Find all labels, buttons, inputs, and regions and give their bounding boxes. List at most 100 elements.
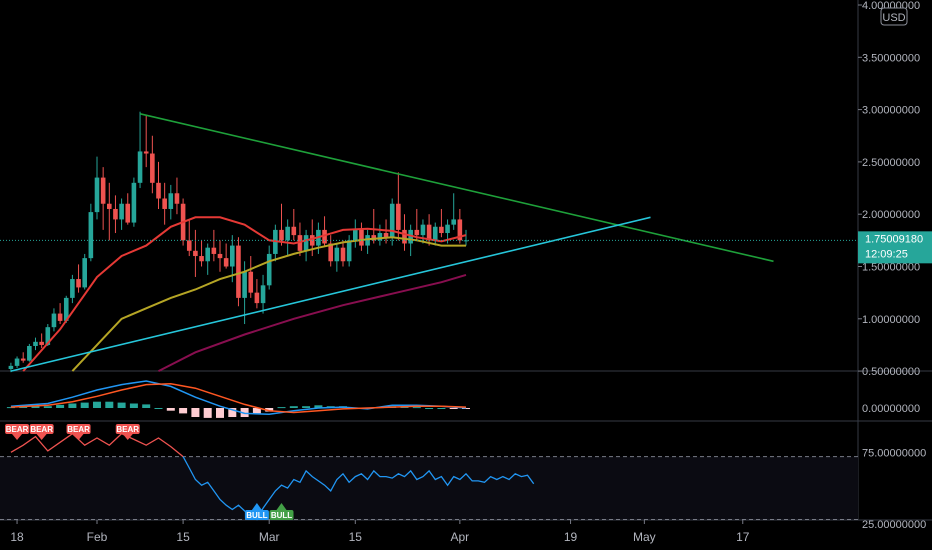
macd-histogram-bar xyxy=(252,408,261,414)
candle[interactable] xyxy=(186,219,192,257)
signal-bull[interactable]: BULL xyxy=(244,503,269,520)
candle-body xyxy=(137,151,143,183)
candle-body xyxy=(217,253,223,259)
signal-bear[interactable]: BEAR xyxy=(29,424,54,440)
candle[interactable] xyxy=(414,208,420,241)
candle[interactable] xyxy=(100,167,106,230)
candle[interactable] xyxy=(297,222,303,257)
candle[interactable] xyxy=(377,224,383,246)
candle[interactable] xyxy=(57,303,63,325)
candle[interactable] xyxy=(457,208,463,244)
candle[interactable] xyxy=(39,333,44,349)
candle[interactable] xyxy=(137,111,143,189)
macd-histogram-bar xyxy=(154,408,163,409)
candle[interactable] xyxy=(420,219,426,244)
candle[interactable] xyxy=(260,274,266,314)
candle[interactable] xyxy=(51,308,57,332)
candle-body xyxy=(174,193,180,204)
candle[interactable] xyxy=(76,264,81,293)
candle-body xyxy=(82,258,87,288)
candle[interactable] xyxy=(291,208,297,241)
candle[interactable] xyxy=(119,198,124,230)
macd-histogram-bar xyxy=(240,408,249,417)
price-pane[interactable] xyxy=(8,111,774,373)
candle-body xyxy=(291,226,297,236)
candle[interactable] xyxy=(125,193,131,225)
candle[interactable] xyxy=(402,214,407,251)
candle[interactable] xyxy=(266,245,272,290)
macd-pane[interactable] xyxy=(6,380,470,418)
candle-body xyxy=(162,198,167,209)
candle[interactable] xyxy=(389,198,395,246)
candle[interactable] xyxy=(353,219,358,248)
candle[interactable] xyxy=(143,114,149,168)
trendline-support[interactable] xyxy=(10,216,651,372)
candle[interactable] xyxy=(162,182,167,225)
time-tick-label: Mar xyxy=(259,530,280,544)
candle[interactable] xyxy=(70,274,75,304)
candle[interactable] xyxy=(439,208,444,238)
candle[interactable] xyxy=(33,337,38,351)
trendline-resistance[interactable] xyxy=(139,113,774,263)
candle[interactable] xyxy=(451,193,456,230)
candle[interactable] xyxy=(82,253,87,290)
signal-bear[interactable]: BEAR xyxy=(115,424,140,440)
candle[interactable] xyxy=(174,177,180,215)
candle[interactable] xyxy=(322,216,327,246)
candle[interactable] xyxy=(334,243,340,272)
signal-bear[interactable]: BEAR xyxy=(5,424,30,440)
candle[interactable] xyxy=(248,256,254,298)
candle[interactable] xyxy=(340,240,346,267)
candle[interactable] xyxy=(365,229,370,254)
signal-arrow xyxy=(36,434,47,440)
candle[interactable] xyxy=(383,219,389,244)
candle[interactable] xyxy=(236,237,241,307)
candle[interactable] xyxy=(346,235,352,267)
candle[interactable] xyxy=(285,219,290,257)
price-axis[interactable]: 4.000000003.500000003.000000002.50000000… xyxy=(858,0,926,531)
signal-label: BEAR xyxy=(6,425,29,434)
ma-yellow[interactable] xyxy=(71,236,466,372)
candle[interactable] xyxy=(254,279,260,309)
currency-badge[interactable]: USD xyxy=(880,7,908,26)
candle[interactable] xyxy=(168,184,174,220)
candle[interactable] xyxy=(273,224,278,262)
time-axis[interactable]: 18 Feb 15 Mar 15 Apr 19 May 17 xyxy=(10,520,750,544)
candle-body xyxy=(432,226,438,241)
candle[interactable] xyxy=(205,243,210,275)
candle[interactable] xyxy=(303,229,309,262)
ma-red[interactable] xyxy=(22,216,467,372)
candle[interactable] xyxy=(463,229,469,246)
signal-bear[interactable]: BEAR xyxy=(66,424,91,440)
candle[interactable] xyxy=(27,343,32,362)
candle[interactable] xyxy=(371,208,377,244)
candle[interactable] xyxy=(94,156,100,220)
candle[interactable] xyxy=(432,222,438,246)
candle[interactable] xyxy=(199,240,204,267)
candle[interactable] xyxy=(359,222,364,251)
candle[interactable] xyxy=(131,177,137,227)
signal-label: BEAR xyxy=(67,425,90,434)
candle[interactable] xyxy=(113,195,118,234)
candle[interactable] xyxy=(88,203,94,262)
time-tick-label: May xyxy=(633,530,656,544)
candle[interactable] xyxy=(156,161,161,209)
candle[interactable] xyxy=(193,229,198,277)
candle[interactable] xyxy=(223,243,229,269)
candle[interactable] xyxy=(150,135,155,194)
candle[interactable] xyxy=(14,356,20,368)
candle[interactable] xyxy=(20,352,26,363)
candle[interactable] xyxy=(328,235,333,267)
candle[interactable] xyxy=(279,203,284,246)
candle[interactable] xyxy=(217,240,223,272)
candle[interactable] xyxy=(63,295,69,323)
candle[interactable] xyxy=(230,235,235,283)
signal-bull[interactable]: BULL xyxy=(269,503,294,520)
candle[interactable] xyxy=(107,182,112,241)
ma-purple[interactable] xyxy=(158,273,467,372)
candle[interactable] xyxy=(396,172,401,241)
candle[interactable] xyxy=(211,229,217,262)
candle[interactable] xyxy=(426,214,432,246)
